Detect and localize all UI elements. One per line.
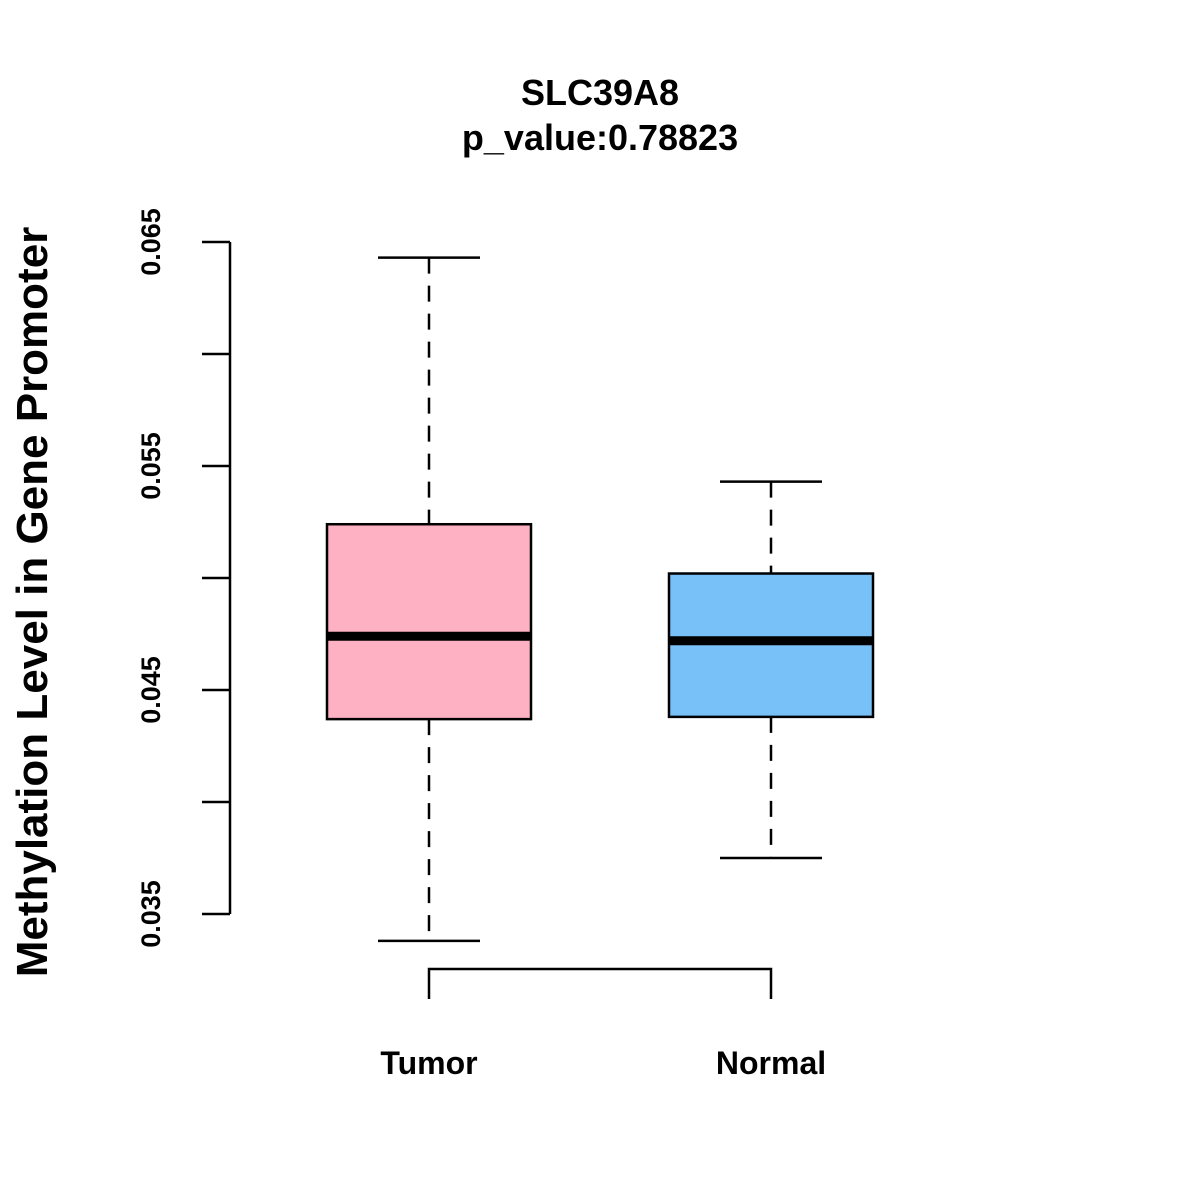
box-group — [325, 256, 875, 943]
y-tick-label: 0.065 — [136, 208, 166, 276]
x-category-label: Tumor — [380, 1045, 477, 1081]
y-axis-label: Methylation Level in Gene Promoter — [8, 227, 57, 978]
box-tumor — [325, 256, 533, 943]
y-tick-label: 0.045 — [136, 656, 166, 724]
bracket-line — [427, 967, 773, 999]
chart-title: SLC39A8 — [521, 72, 679, 113]
y-tick-label: 0.055 — [136, 432, 166, 500]
y-tick-label: 0.035 — [136, 880, 166, 948]
iqr-box — [325, 522, 533, 721]
chart-subtitle: p_value:0.78823 — [462, 117, 738, 158]
x-category-label: Normal — [716, 1045, 826, 1081]
x-axis-categories: Tumor Normal — [380, 1045, 826, 1081]
box-normal — [667, 480, 875, 860]
comparison-bracket — [427, 967, 773, 999]
y-axis: 0.035 0.045 0.055 0.065 — [136, 208, 232, 948]
